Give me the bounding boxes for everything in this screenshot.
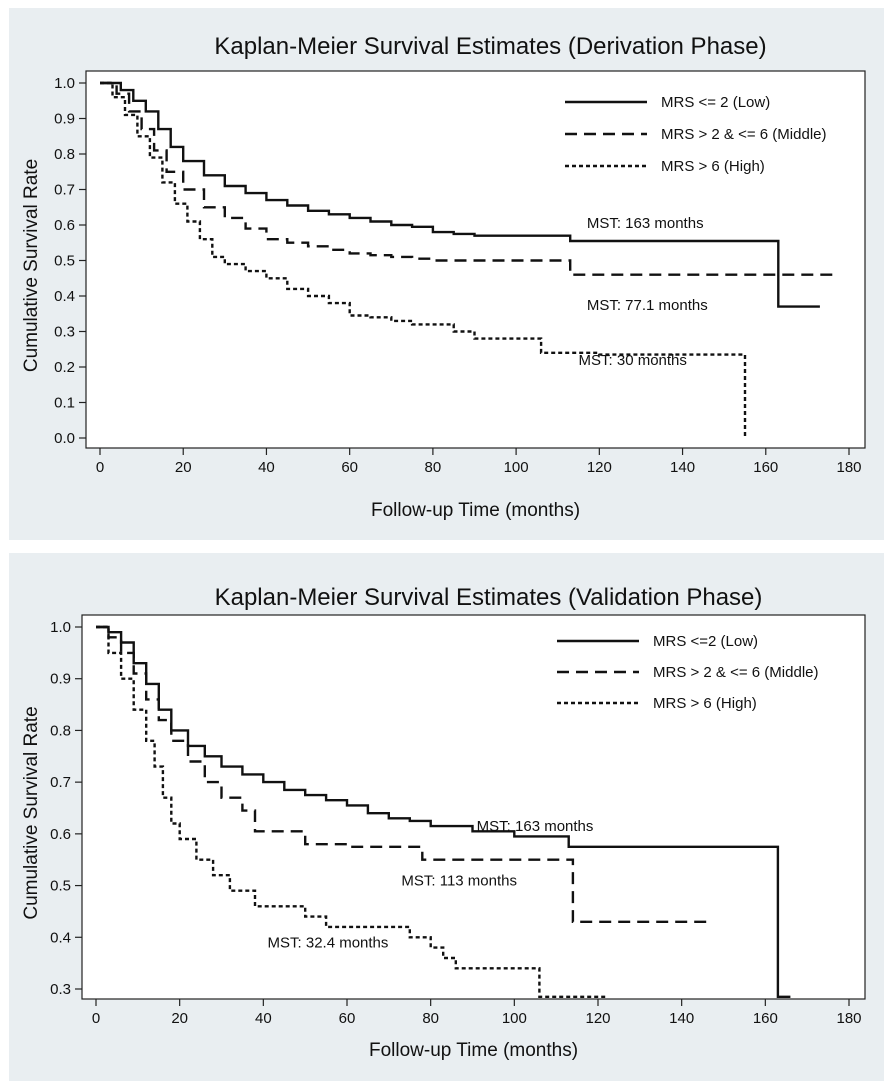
derivation-annotation-3: MST: 30 months: [579, 352, 687, 369]
derivation-x-tick-label: 140: [670, 459, 695, 476]
validation-y-axis-label: Cumulative Survival Rate: [21, 706, 42, 919]
derivation-legend-label-2: MRS > 2 & <= 6 (Middle): [661, 126, 826, 143]
validation-chart-panel: Kaplan-Meier Survival Estimates (Validat…: [9, 553, 884, 1081]
derivation-x-tick-label: 120: [587, 459, 612, 476]
derivation-x-tick-label: 80: [425, 459, 442, 476]
derivation-x-tick-label: 180: [836, 459, 861, 476]
validation-annotation-2: MST: 113 months: [401, 872, 517, 889]
validation-annotation-3: MST: 32.4 months: [268, 934, 389, 951]
validation-chart: Kaplan-Meier Survival Estimates (Validat…: [21, 584, 866, 1061]
derivation-series-line-2: [100, 81, 837, 276]
derivation-y-tick-label: 1.0: [54, 75, 75, 92]
derivation-y-tick-label: 0.1: [54, 395, 75, 412]
derivation-x-tick-label: 160: [753, 459, 778, 476]
validation-legend-label-1: MRS <=2 (Low): [653, 633, 758, 650]
validation-legend-label-2: MRS > 2 & <= 6 (Middle): [653, 664, 818, 681]
validation-plot-area: [81, 614, 866, 1000]
validation-x-tick-label: 80: [422, 1010, 439, 1027]
derivation-y-tick-label: 0.2: [54, 359, 75, 376]
derivation-x-tick-label: 60: [341, 459, 358, 476]
derivation-chart-title: Kaplan-Meier Survival Estimates (Derivat…: [214, 33, 766, 60]
derivation-series-line-3: [100, 81, 747, 438]
derivation-legend-label-1: MRS <= 2 (Low): [661, 94, 770, 111]
validation-y-tick-label: 0.3: [50, 981, 71, 998]
derivation-y-tick-label: 0.0: [54, 430, 75, 447]
validation-y-tick-label: 1.0: [50, 619, 71, 636]
derivation-legend-label-3: MRS > 6 (High): [661, 158, 765, 175]
derivation-annotation-2: MST: 77.1 months: [587, 297, 708, 314]
derivation-chart-panel: Kaplan-Meier Survival Estimates (Derivat…: [9, 8, 884, 540]
validation-y-tick-label: 0.9: [50, 671, 71, 688]
validation-chart-title: Kaplan-Meier Survival Estimates (Validat…: [215, 584, 763, 611]
derivation-x-tick-label: 0: [96, 459, 104, 476]
validation-series-line-2: [96, 625, 707, 923]
derivation-series-line-1: [100, 81, 820, 308]
validation-y-tick-label: 0.7: [50, 774, 71, 791]
validation-x-tick-label: 120: [585, 1010, 610, 1027]
validation-x-tick-label: 60: [339, 1010, 356, 1027]
validation-x-tick-label: 160: [753, 1010, 778, 1027]
validation-annotation-1: MST: 163 months: [477, 818, 594, 835]
derivation-annotation-1: MST: 163 months: [587, 215, 704, 232]
derivation-y-tick-label: 0.5: [54, 253, 75, 270]
validation-x-axis-label: Follow-up Time (months): [369, 1040, 578, 1061]
validation-y-tick-label: 0.6: [50, 826, 71, 843]
validation-x-tick-label: 20: [171, 1010, 188, 1027]
validation-x-tick-label: 140: [669, 1010, 694, 1027]
derivation-y-tick-label: 0.9: [54, 111, 75, 128]
validation-y-tick-label: 0.4: [50, 929, 71, 946]
derivation-chart: Kaplan-Meier Survival Estimates (Derivat…: [21, 33, 866, 521]
derivation-x-axis-label: Follow-up Time (months): [371, 500, 580, 521]
derivation-x-tick-label: 40: [258, 459, 275, 476]
validation-x-tick-label: 100: [502, 1010, 527, 1027]
derivation-x-tick-label: 20: [175, 459, 192, 476]
validation-y-tick-label: 0.8: [50, 722, 71, 739]
validation-x-tick-label: 0: [92, 1010, 100, 1027]
derivation-x-tick-label: 100: [504, 459, 529, 476]
derivation-y-tick-label: 0.6: [54, 217, 75, 234]
derivation-y-tick-label: 0.7: [54, 182, 75, 199]
derivation-y-tick-label: 0.3: [54, 324, 75, 341]
validation-y-tick-label: 0.5: [50, 878, 71, 895]
validation-x-tick-label: 40: [255, 1010, 272, 1027]
derivation-y-tick-label: 0.8: [54, 146, 75, 163]
derivation-y-axis-label: Cumulative Survival Rate: [21, 159, 42, 372]
validation-series-line-3: [96, 625, 607, 998]
validation-x-tick-label: 180: [836, 1010, 861, 1027]
validation-legend-label-3: MRS > 6 (High): [653, 695, 757, 712]
derivation-y-tick-label: 0.4: [54, 288, 75, 305]
